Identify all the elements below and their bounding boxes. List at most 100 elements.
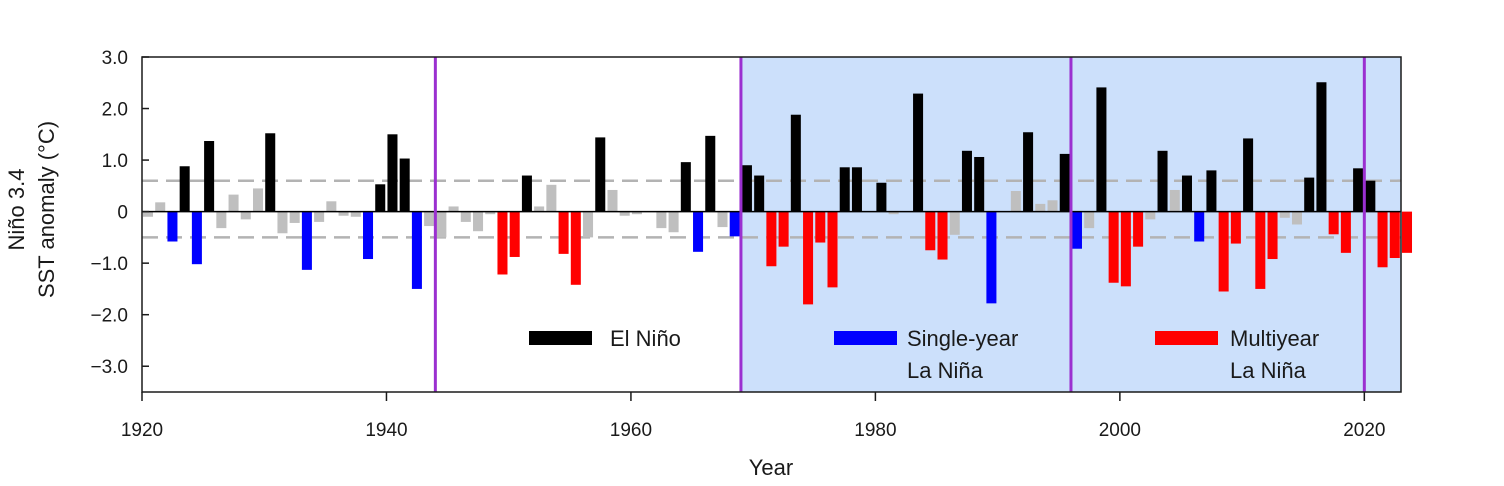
bar-2023 (1401, 211, 1413, 253)
bar-1958 (607, 189, 618, 212)
bar-1930 (265, 133, 276, 212)
x-axis-title: Year (749, 455, 793, 480)
bar-1972 (778, 211, 789, 247)
bar-1968 (729, 211, 740, 237)
y-tick-label: 2.0 (102, 100, 128, 121)
bar-1949 (497, 211, 508, 275)
bar-2013 (1279, 211, 1290, 218)
bar-1928 (240, 211, 251, 220)
bar-1964 (680, 162, 691, 212)
bar-1933 (301, 211, 312, 270)
bar-2005 (1181, 175, 1192, 212)
bar-2000 (1120, 211, 1131, 287)
bar-1944 (436, 211, 447, 238)
bar-1970 (754, 175, 765, 212)
bar-1937 (350, 211, 361, 217)
bar-1956 (583, 211, 594, 238)
plot-frame (141, 56, 1402, 393)
x-tick-label: 1920 (121, 420, 163, 441)
x-tick-label: 1980 (854, 420, 896, 441)
bar-1936 (338, 211, 349, 216)
legend-label-line2: La Niña (1230, 358, 1307, 383)
bar-1986 (949, 211, 960, 235)
bar-1942 (411, 211, 422, 289)
legend-swatch (529, 331, 592, 345)
bar-1993 (1035, 203, 1046, 212)
y-axis: 3.0 2.0 1.0 0 −1.0 −2.0 −3.0 (90, 48, 149, 378)
y-axis-title-line2: SST anomaly (°C) (34, 121, 59, 298)
bar-1927 (228, 194, 239, 212)
x-tick-label: 2000 (1099, 420, 1141, 441)
bar-2007 (1206, 170, 1217, 212)
bar-1976 (827, 211, 838, 288)
bar-1951 (521, 175, 532, 212)
bar-2020 (1365, 180, 1376, 212)
bar-1996 (1071, 211, 1082, 249)
y-tick-label: −2.0 (90, 306, 128, 327)
bar-1960 (631, 211, 642, 215)
legend-item-M: Multiyear La Niña (1155, 326, 1319, 383)
bar-1955 (570, 211, 581, 285)
bar-1939 (375, 184, 386, 212)
bar-2014 (1291, 211, 1303, 225)
bar-1963 (668, 211, 679, 233)
bar-2015 (1304, 177, 1315, 212)
bar-1932 (289, 211, 300, 223)
bar-1922 (167, 211, 178, 242)
bar-1921 (155, 202, 166, 212)
x-tick-label: 1940 (365, 420, 407, 441)
bar-1924 (191, 211, 202, 265)
bar-1938 (363, 211, 374, 260)
bar-1999 (1108, 211, 1119, 283)
legend-swatch (834, 331, 897, 345)
bar-1997 (1084, 211, 1095, 229)
y-tick-label: 1.0 (102, 151, 128, 172)
legend-label: Multiyear (1230, 326, 1319, 351)
bar-1988 (974, 156, 985, 212)
bar-2002 (1145, 211, 1156, 220)
bar-1971 (766, 211, 777, 267)
bar-1977 (839, 167, 850, 212)
bar-1980 (876, 182, 887, 212)
bar-1987 (961, 150, 972, 212)
bar-2011 (1255, 211, 1266, 289)
bar-1953 (546, 184, 557, 212)
bar-1994 (1047, 200, 1058, 212)
bar-series (142, 82, 1413, 305)
y-tick-label: 3.0 (102, 48, 128, 69)
y-tick-label: −1.0 (90, 254, 128, 275)
bar-2003 (1157, 150, 1168, 212)
bar-2012 (1267, 211, 1278, 260)
bar-1978 (851, 167, 862, 212)
bar-1983 (913, 93, 924, 212)
bar-1992 (1023, 132, 1034, 212)
bar-2017 (1328, 211, 1339, 235)
x-axis: 1920 1940 1960 1980 2000 2020 (121, 392, 1385, 441)
bar-1998 (1096, 87, 1107, 212)
y-tick-label: 0 (117, 203, 128, 224)
bar-2016 (1316, 82, 1327, 212)
bar-2008 (1218, 211, 1229, 292)
bar-1995 (1059, 153, 1070, 212)
bar-1931 (277, 211, 288, 234)
bar-2010 (1243, 138, 1254, 212)
bar-1926 (216, 211, 227, 229)
bar-1974 (803, 211, 814, 305)
bar-2009 (1230, 211, 1241, 244)
bar-1943 (424, 211, 435, 227)
bar-1948 (485, 211, 496, 215)
bar-1945 (448, 206, 459, 212)
bar-2018 (1340, 211, 1351, 253)
legend-label-line2: La Niña (907, 358, 984, 383)
bar-1959 (619, 211, 630, 216)
bar-1985 (937, 211, 948, 260)
legend-label: El Niño (610, 326, 681, 351)
bar-1962 (656, 211, 667, 229)
bar-1929 (252, 188, 264, 212)
bar-2021 (1377, 211, 1388, 268)
legend-swatch (1155, 331, 1218, 345)
bar-2006 (1194, 211, 1205, 242)
bar-1973 (790, 114, 801, 212)
bar-1991 (1010, 191, 1021, 212)
x-tick-label: 2020 (1343, 420, 1385, 441)
